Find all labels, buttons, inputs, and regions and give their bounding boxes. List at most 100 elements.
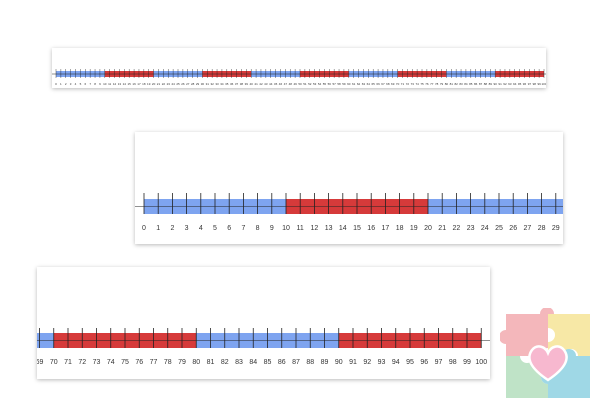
number-line-strip-zoom-69-100: 69 70 71 72 73 74 75 76 77 78 79 80 81 82 83 84 85 86 87 88… xyxy=(37,267,490,379)
tick-label-97: 97 xyxy=(435,359,443,366)
tick-label-87: 87 xyxy=(479,82,483,86)
tick-label-6: 6 xyxy=(84,82,86,86)
tick-label-37: 37 xyxy=(235,82,239,86)
tick-label-2: 2 xyxy=(170,225,174,232)
tick-label-56: 56 xyxy=(328,82,332,86)
tick-label-98: 98 xyxy=(533,82,537,86)
tick-label-10: 10 xyxy=(282,225,290,232)
tick-label-5: 5 xyxy=(213,225,217,232)
tick-label-79: 79 xyxy=(440,82,444,86)
tick-label-93: 93 xyxy=(508,82,512,86)
tick-label-88: 88 xyxy=(484,82,488,86)
tick-label-3: 3 xyxy=(70,82,72,86)
tick-label-80: 80 xyxy=(445,82,449,86)
number-line-strip-full: 0 1 2 3 4 5 6 7 8 9 10 11 12 13 14 15 16 17 18 19 20 21 22 23 24… xyxy=(52,48,546,88)
tick-label-4: 4 xyxy=(75,82,77,86)
tick-label-82: 82 xyxy=(454,82,458,86)
tick-label-29: 29 xyxy=(196,82,200,86)
tick-label-96: 96 xyxy=(523,82,527,86)
tick-label-40: 40 xyxy=(250,82,254,86)
tick-label-70: 70 xyxy=(396,82,400,86)
tick-label-59: 59 xyxy=(342,82,346,86)
number-line-zoom-a-svg: 0 1 2 3 4 5 6 7 8 9 10 11 12 13 14 15 16 17 18 19 20 21 22 23 24… xyxy=(135,193,563,232)
tick-label-47: 47 xyxy=(284,82,288,86)
tick-label-14: 14 xyxy=(339,225,347,232)
tick-label-30: 30 xyxy=(201,82,205,86)
tick-label-83: 83 xyxy=(235,359,243,366)
tick-label-48: 48 xyxy=(289,82,293,86)
tick-label-58: 58 xyxy=(337,82,341,86)
tick-label-7: 7 xyxy=(241,225,245,232)
tick-label-32: 32 xyxy=(210,82,214,86)
tick-label-86: 86 xyxy=(278,359,286,366)
tick-label-1: 1 xyxy=(60,82,62,86)
tick-label-89: 89 xyxy=(489,82,493,86)
tick-label-62: 62 xyxy=(357,82,361,86)
tick-label-97: 97 xyxy=(528,82,532,86)
tick-label-83: 83 xyxy=(459,82,463,86)
tick-label-19: 19 xyxy=(147,82,151,86)
tick-label-20: 20 xyxy=(152,82,156,86)
tick-label-100: 100 xyxy=(541,82,546,86)
tick-label-42: 42 xyxy=(259,82,263,86)
tick-label-93: 93 xyxy=(378,359,386,366)
tick-label-21: 21 xyxy=(438,225,446,232)
tick-label-15: 15 xyxy=(128,82,132,86)
tick-label-89: 89 xyxy=(321,359,329,366)
tick-label-94: 94 xyxy=(392,359,400,366)
tick-label-27: 27 xyxy=(524,225,532,232)
tick-label-20: 20 xyxy=(424,225,432,232)
tick-label-6: 6 xyxy=(227,225,231,232)
tick-label-98: 98 xyxy=(449,359,457,366)
tick-label-44: 44 xyxy=(269,82,273,86)
tick-label-25: 25 xyxy=(176,82,180,86)
tick-label-16: 16 xyxy=(367,225,375,232)
tick-label-22: 22 xyxy=(453,225,461,232)
tick-label-77: 77 xyxy=(430,82,434,86)
tick-label-31: 31 xyxy=(206,82,210,86)
tick-label-26: 26 xyxy=(181,82,185,86)
tick-label-69: 69 xyxy=(391,82,395,86)
tick-label-79: 79 xyxy=(178,359,186,366)
tick-label-90: 90 xyxy=(335,359,343,366)
tick-label-18: 18 xyxy=(396,225,404,232)
tick-label-18: 18 xyxy=(142,82,146,86)
tick-label-95: 95 xyxy=(406,359,414,366)
puzzle-heart-icon xyxy=(499,307,596,404)
tick-label-14: 14 xyxy=(123,82,127,86)
tick-label-45: 45 xyxy=(274,82,278,86)
tick-label-75: 75 xyxy=(420,82,424,86)
tick-label-10: 10 xyxy=(103,82,107,86)
tick-label-49: 49 xyxy=(293,82,297,86)
tick-label-81: 81 xyxy=(207,359,215,366)
tick-label-22: 22 xyxy=(162,82,166,86)
number-line-zoom-b-svg: 69 70 71 72 73 74 75 76 77 78 79 80 81 82 83 84 85 86 87 88… xyxy=(37,328,490,366)
tick-label-81: 81 xyxy=(450,82,454,86)
tick-label-26: 26 xyxy=(509,225,517,232)
tick-label-7: 7 xyxy=(89,82,91,86)
tick-label-69: 69 xyxy=(37,359,43,366)
tick-label-94: 94 xyxy=(513,82,517,86)
tick-label-72: 72 xyxy=(406,82,410,86)
tick-label-5: 5 xyxy=(80,82,82,86)
tick-label-64: 64 xyxy=(367,82,371,86)
tick-label-41: 41 xyxy=(254,82,258,86)
tick-label-91: 91 xyxy=(498,82,502,86)
tick-label-76: 76 xyxy=(135,359,143,366)
tick-label-46: 46 xyxy=(279,82,283,86)
tick-label-85: 85 xyxy=(469,82,473,86)
tick-label-27: 27 xyxy=(186,82,190,86)
heart-icon xyxy=(528,345,568,382)
tick-label-65: 65 xyxy=(372,82,376,86)
tick-label-60: 60 xyxy=(347,82,351,86)
tick-label-100: 100 xyxy=(475,359,487,366)
tick-label-82: 82 xyxy=(221,359,229,366)
tick-label-16: 16 xyxy=(132,82,136,86)
tick-label-13: 13 xyxy=(325,225,333,232)
tick-label-23: 23 xyxy=(467,225,475,232)
tick-label-99: 99 xyxy=(537,82,541,86)
tick-label-13: 13 xyxy=(118,82,122,86)
tick-label-0: 0 xyxy=(55,82,57,86)
tick-label-8: 8 xyxy=(94,82,96,86)
number-line-strip-zoom-0-29: 0 1 2 3 4 5 6 7 8 9 10 11 12 13 14 15 16 17 18 19 20 21 22 23 24… xyxy=(135,132,563,244)
